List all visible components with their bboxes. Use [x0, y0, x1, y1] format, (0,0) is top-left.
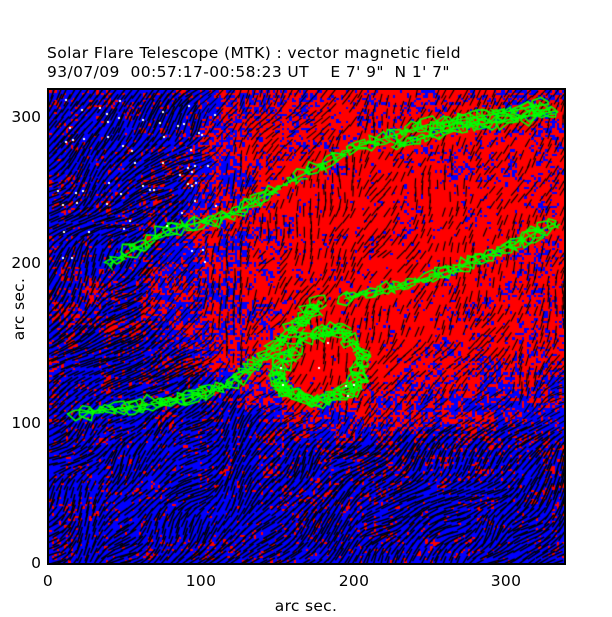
x-tick-label-0: 0 [42, 572, 54, 590]
x-tick-label-2: 200 [338, 572, 370, 590]
x-tick-label-1: 100 [185, 572, 217, 590]
y-axis-title: arc sec. [10, 277, 28, 341]
y-tick-label-1: 100 [11, 414, 41, 432]
y-tick-label-2: 200 [11, 254, 41, 272]
magnetogram-plot-area [47, 88, 566, 565]
figure-title-line-1: Solar Flare Telescope (MTK) : vector mag… [47, 44, 461, 62]
y-tick-label-3: 300 [11, 108, 41, 126]
figure-title-line-2: 93/07/09 00:57:17-00:58:23 UT E 7' 9" N … [47, 63, 450, 81]
y-tick-label-0: 0 [31, 554, 41, 572]
x-tick-label-3: 300 [490, 572, 522, 590]
x-axis-title: arc sec. [274, 597, 338, 615]
magnetogram-canvas [49, 90, 564, 563]
figure-title-block: Solar Flare Telescope (MTK) : vector mag… [47, 44, 587, 82]
